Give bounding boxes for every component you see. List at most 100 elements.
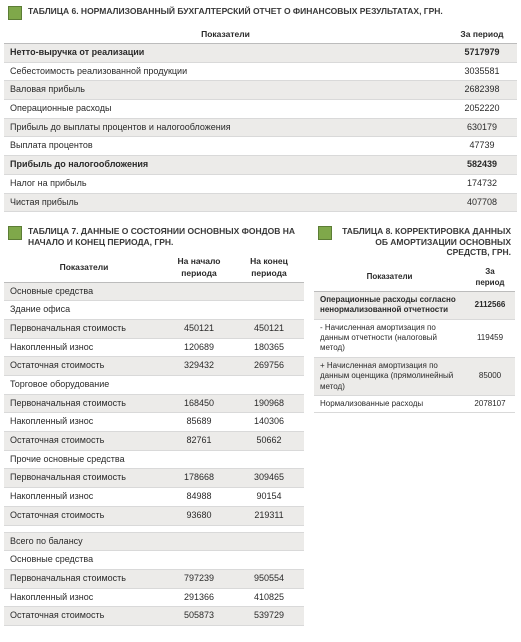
table-icon xyxy=(8,6,22,20)
cell-label: Выплата процентов xyxy=(4,137,447,156)
cell-label: Остаточная стоимость xyxy=(4,432,164,451)
table-row: Чистая прибыль407708 xyxy=(4,193,517,212)
cell-label: Налог на прибыль xyxy=(4,174,447,193)
cell-value: 5717979 xyxy=(447,44,517,63)
cell-value: 450121 xyxy=(164,319,234,338)
cell-value: 168450 xyxy=(164,394,234,413)
cell-value xyxy=(234,532,304,551)
bottom-columns: ТАБЛИЦА 7. ДАННЫЕ О СОСТОЯНИИ ОСНОВНЫХ Ф… xyxy=(4,224,517,638)
cell-value xyxy=(164,450,234,469)
cell-value xyxy=(164,301,234,320)
cell-value xyxy=(234,282,304,301)
cell-label: Чистая прибыль xyxy=(4,193,447,212)
table7-h2: На начало периода xyxy=(164,253,234,282)
cell-label: Первоначальная стоимость xyxy=(4,469,164,488)
cell-value: 410825 xyxy=(234,588,304,607)
table-icon xyxy=(318,226,332,240)
cell-value: 2682398 xyxy=(447,81,517,100)
table-row: Нетто-выручка от реализации5717979 xyxy=(4,44,517,63)
table7-header: ТАБЛИЦА 7. ДАННЫЕ О СОСТОЯНИИ ОСНОВНЫХ Ф… xyxy=(4,224,304,253)
table-row: Основные средства xyxy=(4,282,304,301)
cell-value: 47739 xyxy=(447,137,517,156)
table-row: Нормализованные расходы2078107 xyxy=(314,396,515,413)
table6-block: ТАБЛИЦА 6. НОРМАЛИЗОВАННЫЙ БУХГАЛТЕРСКИЙ… xyxy=(4,4,517,212)
table6-h2: За период xyxy=(447,26,517,44)
table-row: Остаточная стоимость329432269756 xyxy=(4,357,304,376)
table8-header: ТАБЛИЦА 8. КОРРЕКТИРОВКА ДАННЫХ ОБ АМОРТ… xyxy=(314,224,515,264)
cell-value: 140306 xyxy=(234,413,304,432)
cell-value: 84988 xyxy=(164,488,234,507)
table-row: Операционные расходы согласно ненормализ… xyxy=(314,291,515,319)
cell-value: 309465 xyxy=(234,469,304,488)
cell-value: 93680 xyxy=(164,506,234,525)
table-row: Первоначальная стоимость178668309465 xyxy=(4,469,304,488)
cell-label: - Начисленная амортизация по данным отче… xyxy=(314,319,465,357)
cell-value: 291366 xyxy=(164,588,234,607)
cell-label: Накопленный износ xyxy=(4,588,164,607)
cell-value xyxy=(164,551,234,570)
table-icon xyxy=(8,226,22,240)
table-row: Накопленный износ120689180365 xyxy=(4,338,304,357)
cell-value: 797239 xyxy=(164,569,234,588)
table-row: Первоначальная стоимость168450190968 xyxy=(4,394,304,413)
cell-label: Основные средства xyxy=(4,551,164,570)
cell-label: Прибыль до выплаты процентов и налогообл… xyxy=(4,118,447,137)
cell-value: 119459 xyxy=(465,319,515,357)
cell-label: Накопленный износ xyxy=(4,413,164,432)
table-row: Здание офиса xyxy=(4,301,304,320)
table-row: Остаточная стоимость8276150662 xyxy=(4,432,304,451)
table7-title: ТАБЛИЦА 7. ДАННЫЕ О СОСТОЯНИИ ОСНОВНЫХ Ф… xyxy=(28,226,300,247)
table6-title: ТАБЛИЦА 6. НОРМАЛИЗОВАННЫЙ БУХГАЛТЕРСКИЙ… xyxy=(28,6,443,17)
cell-label: Первоначальная стоимость xyxy=(4,394,164,413)
cell-value xyxy=(164,525,234,532)
cell-label: Остаточная стоимость xyxy=(4,607,164,626)
cell-value: 50662 xyxy=(234,432,304,451)
cell-value: 3035581 xyxy=(447,62,517,81)
cell-value: 219311 xyxy=(234,506,304,525)
cell-label: Нетто-выручка от реализации xyxy=(4,44,447,63)
table8: Показатели За период Операционные расход… xyxy=(314,264,515,413)
cell-label: Первоначальная стоимость xyxy=(4,569,164,588)
table-row: Основные средства xyxy=(4,551,304,570)
cell-value xyxy=(234,551,304,570)
table7-h1: Показатели xyxy=(4,253,164,282)
cell-value: 2078107 xyxy=(465,396,515,413)
table-row: Себестоимость реализованной продукции303… xyxy=(4,62,517,81)
cell-label: Нормализованные расходы xyxy=(314,396,465,413)
cell-value: 190968 xyxy=(234,394,304,413)
cell-value: 178668 xyxy=(164,469,234,488)
cell-value xyxy=(234,376,304,395)
table-row: Налог на прибыль174732 xyxy=(4,174,517,193)
table-row: - Начисленная амортизация по данным отче… xyxy=(314,319,515,357)
table-row: Валовая прибыль2682398 xyxy=(4,81,517,100)
table6: Показатели За период Нетто-выручка от ре… xyxy=(4,26,517,212)
cell-label: Операционные расходы xyxy=(4,100,447,119)
cell-label: Здание офиса xyxy=(4,301,164,320)
table-row: Прибыль до выплаты процентов и налогообл… xyxy=(4,118,517,137)
cell-label: Прочие основные средства xyxy=(4,450,164,469)
cell-label: + Начисленная амортизация по данным оцен… xyxy=(314,357,465,395)
cell-value: 82761 xyxy=(164,432,234,451)
table6-header: ТАБЛИЦА 6. НОРМАЛИЗОВАННЫЙ БУХГАЛТЕРСКИЙ… xyxy=(4,4,517,26)
table6-h1: Показатели xyxy=(4,26,447,44)
cell-value xyxy=(164,282,234,301)
cell-value: 174732 xyxy=(447,174,517,193)
cell-label: Накопленный износ xyxy=(4,488,164,507)
table7-h3: На конец периода xyxy=(234,253,304,282)
cell-value: 450121 xyxy=(234,319,304,338)
cell-value xyxy=(164,376,234,395)
cell-label: Операционные расходы согласно ненормализ… xyxy=(314,291,465,319)
table-row: Торговое оборудование xyxy=(4,376,304,395)
cell-value: 950554 xyxy=(234,569,304,588)
cell-label xyxy=(4,525,164,532)
cell-label: Прибыль до налогообложения xyxy=(4,156,447,175)
table8-h2: За период xyxy=(465,264,515,291)
cell-value: 630179 xyxy=(447,118,517,137)
table-row xyxy=(4,525,304,532)
cell-value: 539729 xyxy=(234,607,304,626)
cell-value: 120689 xyxy=(164,338,234,357)
table-row: Прочие основные средства xyxy=(4,450,304,469)
table-row: Накопленный износ8498890154 xyxy=(4,488,304,507)
cell-label: Остаточная стоимость xyxy=(4,357,164,376)
cell-value xyxy=(164,532,234,551)
